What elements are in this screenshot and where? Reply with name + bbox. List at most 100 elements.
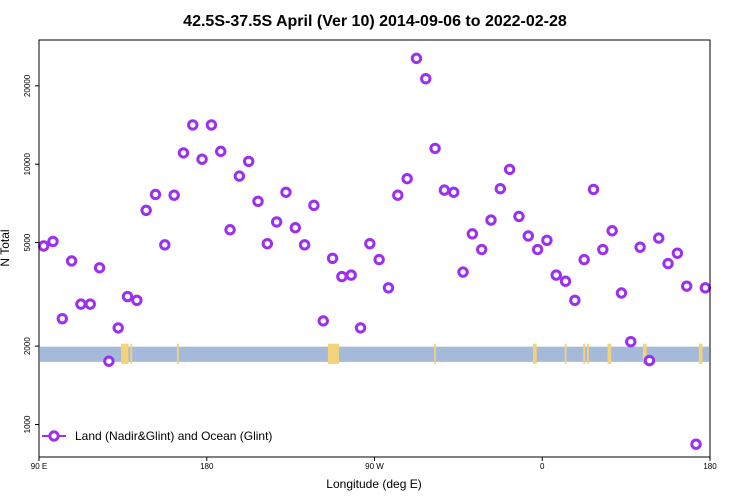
data-point bbox=[47, 235, 59, 248]
y-tick-label: 1000 bbox=[23, 415, 32, 433]
data-point bbox=[242, 155, 255, 168]
data-point bbox=[336, 270, 348, 283]
data-point bbox=[93, 262, 106, 274]
data-point bbox=[578, 253, 590, 266]
x-tick-label: 0 bbox=[540, 462, 545, 471]
x-tick-label: 180 bbox=[703, 462, 717, 471]
legend-label: Land (Nadir&Glint) and Ocean (Glint) bbox=[75, 429, 272, 443]
data-point bbox=[466, 228, 479, 240]
land-segment-fill bbox=[329, 348, 338, 361]
data-point bbox=[252, 195, 264, 208]
y-tick-label: 20000 bbox=[23, 74, 32, 97]
data-point bbox=[513, 210, 525, 223]
land-segment bbox=[434, 343, 437, 364]
data-point bbox=[233, 170, 246, 182]
data-point bbox=[112, 322, 124, 334]
data-point bbox=[65, 255, 78, 267]
data-point bbox=[401, 172, 413, 185]
data-point bbox=[457, 266, 469, 278]
data-point bbox=[475, 243, 488, 256]
land-segment bbox=[583, 343, 586, 364]
data-point bbox=[541, 234, 553, 247]
data-point bbox=[224, 224, 236, 236]
data-point bbox=[159, 239, 171, 251]
data-point bbox=[56, 312, 68, 325]
data-point bbox=[550, 269, 562, 281]
data-point bbox=[382, 282, 395, 294]
data-point bbox=[187, 119, 199, 131]
data-point bbox=[503, 163, 516, 176]
x-axis: 90 E 180 90 W 0 180 bbox=[31, 457, 717, 471]
chart-title: 42.5S-37.5S April (Ver 10) 2014-09-06 to… bbox=[183, 13, 567, 30]
land-segment bbox=[586, 343, 589, 364]
data-point bbox=[559, 275, 572, 287]
land-segment bbox=[642, 343, 647, 364]
data-point bbox=[168, 189, 180, 201]
y-axis-label: N Total bbox=[0, 229, 12, 266]
data-point bbox=[587, 183, 600, 196]
y-axis: 1000 2000 5000 10000 20000 bbox=[23, 74, 39, 433]
data-point bbox=[84, 298, 96, 310]
x-tick-label: 90 E bbox=[31, 462, 47, 471]
land-segment bbox=[532, 343, 537, 364]
data-point bbox=[392, 189, 404, 201]
legend: Land (Nadir&Glint) and Ocean (Glint) bbox=[42, 429, 272, 443]
y-tick-label: 10000 bbox=[23, 153, 32, 176]
data-point bbox=[494, 183, 507, 195]
data-point bbox=[597, 243, 609, 256]
data-point bbox=[308, 199, 320, 212]
y-tick-label: 2000 bbox=[23, 337, 32, 355]
x-tick-label: 90 W bbox=[365, 462, 384, 471]
data-point bbox=[569, 294, 581, 306]
data-point bbox=[196, 153, 208, 165]
data-point bbox=[662, 257, 674, 270]
data-point bbox=[671, 247, 684, 259]
plot-frame bbox=[38, 39, 711, 458]
data-point bbox=[410, 52, 423, 65]
data-point bbox=[690, 438, 702, 450]
land-segment bbox=[564, 343, 567, 364]
x-tick-label: 180 bbox=[200, 462, 214, 471]
data-points bbox=[37, 52, 712, 450]
data-point bbox=[364, 237, 376, 250]
data-point bbox=[177, 147, 190, 159]
land-segment-fill bbox=[122, 348, 127, 361]
data-point bbox=[140, 204, 152, 217]
data-point bbox=[215, 145, 227, 158]
data-point bbox=[75, 298, 87, 310]
data-point bbox=[373, 253, 385, 266]
data-point bbox=[270, 216, 283, 228]
data-point bbox=[326, 252, 339, 264]
data-point bbox=[298, 239, 311, 251]
data-point bbox=[317, 315, 329, 327]
data-point bbox=[354, 322, 367, 334]
land-segment bbox=[130, 343, 133, 364]
data-point bbox=[205, 119, 218, 131]
data-point bbox=[485, 214, 497, 226]
data-point bbox=[615, 287, 628, 299]
data-point bbox=[121, 290, 134, 303]
y-tick-label: 5000 bbox=[23, 233, 32, 251]
data-point bbox=[699, 282, 712, 294]
data-point bbox=[634, 241, 646, 253]
data-point bbox=[681, 280, 693, 292]
data-point bbox=[289, 222, 301, 234]
data-point bbox=[345, 269, 357, 281]
data-point bbox=[261, 237, 274, 250]
data-point bbox=[653, 232, 665, 244]
ocean-band bbox=[40, 346, 709, 362]
data-point bbox=[429, 142, 441, 155]
data-point bbox=[643, 354, 656, 367]
x-axis-label: Longitude (deg E) bbox=[326, 477, 421, 491]
data-point bbox=[103, 355, 115, 367]
data-point bbox=[420, 73, 432, 85]
ocean-land-band bbox=[40, 343, 709, 364]
data-point bbox=[37, 240, 50, 252]
land-segment bbox=[698, 343, 703, 364]
data-point bbox=[448, 186, 460, 198]
legend-marker bbox=[48, 430, 60, 442]
data-point bbox=[522, 230, 534, 242]
data-point bbox=[131, 294, 143, 306]
data-point bbox=[606, 225, 618, 237]
